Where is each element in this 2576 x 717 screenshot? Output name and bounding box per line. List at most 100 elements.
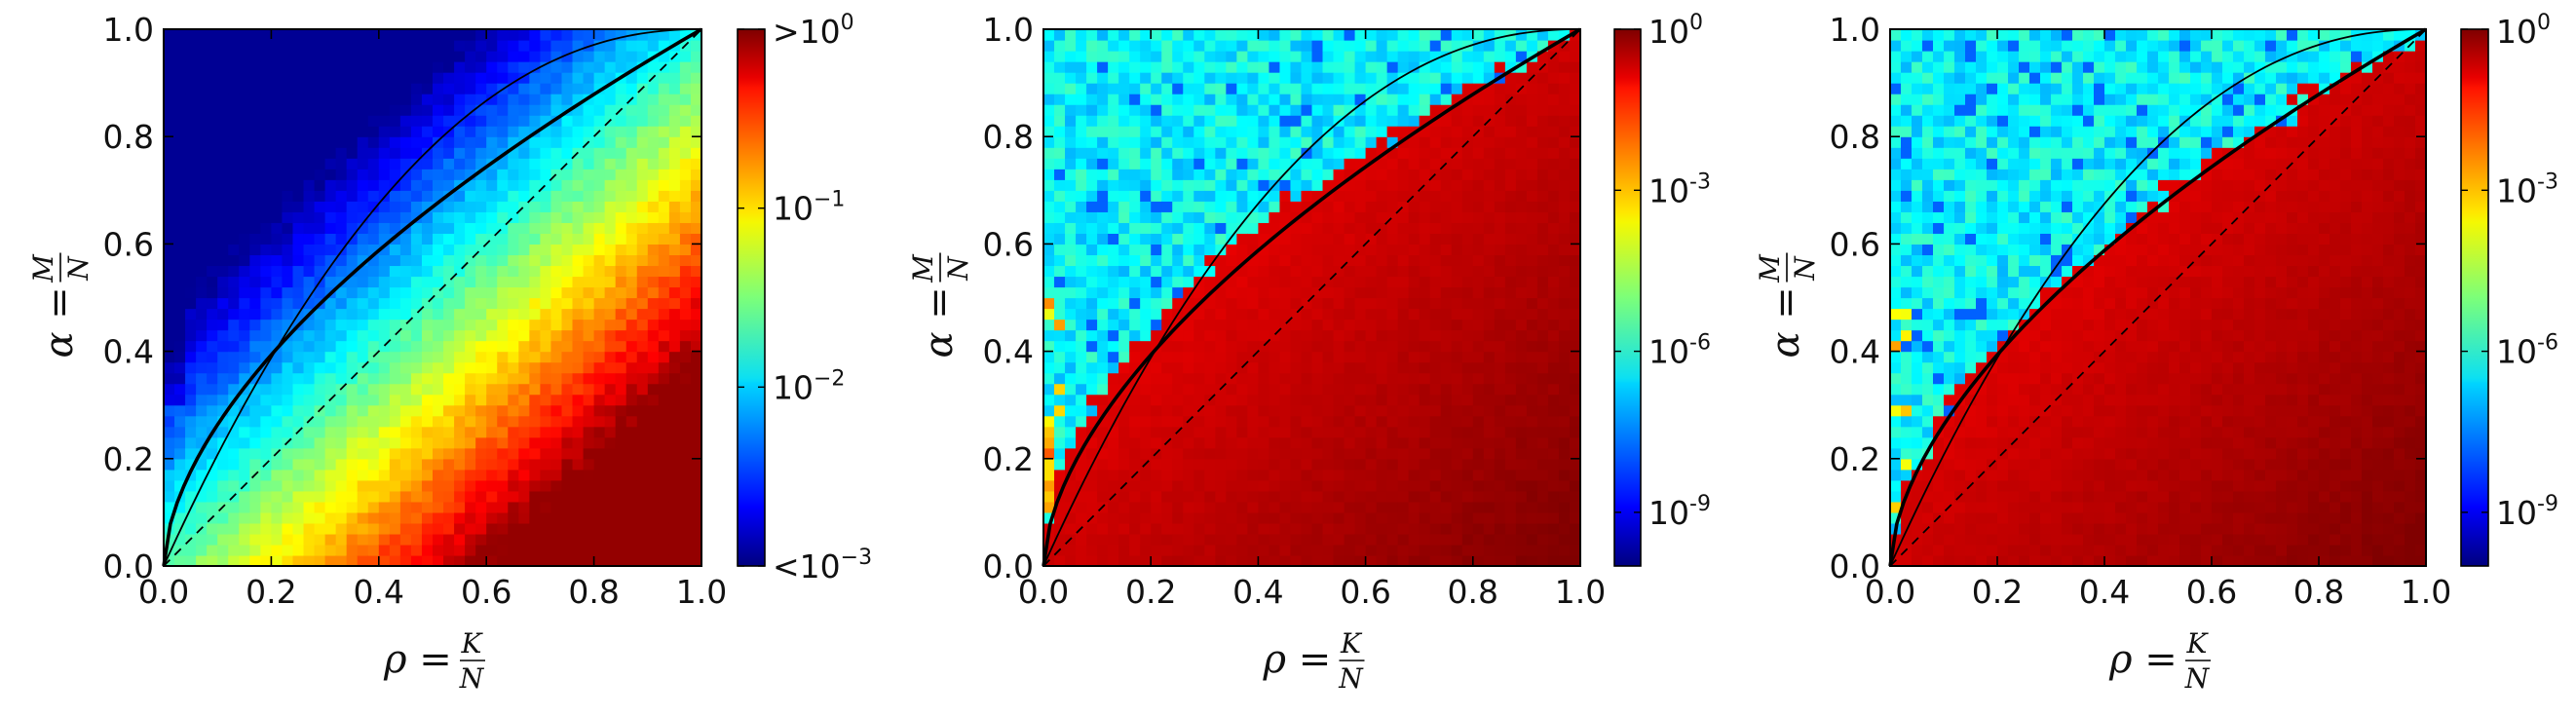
heatmap-cell [303, 394, 316, 406]
heatmap-cell [335, 447, 348, 460]
heatmap-cell [454, 340, 466, 353]
heatmap-cell [335, 126, 348, 137]
heatmap-cell [303, 297, 316, 310]
heatmap-cell [1129, 394, 1141, 406]
heatmap-cell [1440, 115, 1453, 127]
heatmap-cell [271, 104, 284, 116]
heatmap-cell [1258, 94, 1270, 105]
heatmap-cell [271, 201, 284, 212]
heatmap-cell [1397, 554, 1410, 567]
heatmap-cell [593, 533, 606, 546]
heatmap-cell [421, 522, 434, 535]
heatmap-cell [1536, 126, 1549, 137]
heatmap-cell [1494, 201, 1506, 212]
heatmap-cell [1419, 501, 1431, 513]
heatmap-cell [1461, 115, 1474, 127]
heatmap-cell [1408, 179, 1421, 191]
heatmap-cell [1043, 61, 1055, 73]
heatmap-cell [1376, 511, 1388, 524]
y-axis-label-numerator: M [27, 253, 59, 283]
heatmap-cell [1440, 233, 1453, 245]
heatmap-cell [668, 254, 681, 267]
heatmap-cell [1269, 319, 1281, 331]
heatmap-cell [593, 83, 606, 94]
heatmap-cell [604, 244, 617, 256]
heatmap-cell [1344, 265, 1356, 278]
heatmap-cell [1290, 126, 1303, 137]
heatmap-cell [399, 383, 412, 396]
heatmap-cell [604, 361, 617, 374]
heatmap-cell [217, 72, 229, 84]
heatmap-cell [508, 126, 519, 137]
heatmap-cell [1108, 544, 1119, 556]
heatmap-cell [1504, 394, 1517, 406]
heatmap-cell [465, 136, 476, 148]
heatmap-cell [1354, 286, 1367, 299]
heatmap-cell [529, 254, 541, 267]
heatmap-cell [668, 511, 681, 524]
heatmap-cell [1451, 286, 1463, 299]
heatmap-cell [465, 94, 476, 105]
heatmap-cell [443, 244, 455, 256]
heatmap-cell [604, 286, 617, 299]
x-tick-label: 0.6 [461, 573, 511, 611]
heatmap-cell [1097, 51, 1109, 62]
heatmap-cell [475, 436, 487, 449]
heatmap-cell [550, 158, 563, 170]
heatmap-cell [1504, 372, 1517, 385]
heatmap-cell [1494, 29, 1506, 41]
heatmap-cell [1344, 469, 1356, 481]
heatmap-cell [1386, 361, 1399, 374]
heatmap-cell [1376, 404, 1388, 417]
heatmap-cell [497, 147, 509, 159]
heatmap-cell [572, 254, 585, 267]
heatmap-cell [454, 361, 466, 374]
heatmap-cell [1333, 394, 1345, 406]
heatmap-cell [1397, 179, 1410, 191]
heatmap-cell [1547, 104, 1560, 116]
heatmap-cell [1440, 458, 1453, 471]
heatmap-cell [1226, 233, 1237, 245]
heatmap-cell [679, 222, 692, 234]
heatmap-cell [540, 179, 552, 191]
x-axis-label-numerator: K [461, 627, 484, 660]
heatmap-cell [399, 511, 412, 524]
heatmap-cell [1397, 115, 1410, 127]
heatmap-cell [1483, 522, 1496, 535]
heatmap-cell [1311, 179, 1324, 191]
heatmap-cell [636, 404, 649, 417]
heatmap-cell [164, 222, 175, 234]
heatmap-cell [1408, 40, 1421, 52]
heatmap-cell [465, 286, 476, 299]
heatmap-cell [625, 533, 638, 546]
heatmap-cell [572, 372, 585, 385]
heatmap-cell [1419, 533, 1431, 546]
heatmap-cell [443, 233, 455, 245]
heatmap-cell [1076, 415, 1087, 428]
heatmap-cell [443, 222, 455, 234]
heatmap-cell [1504, 415, 1517, 428]
heatmap-cell [357, 533, 369, 546]
heatmap-cell [1226, 436, 1237, 449]
heatmap-cell [1440, 201, 1453, 212]
heatmap-cell [625, 158, 638, 170]
heatmap-cell [292, 404, 305, 417]
heatmap-cell [1076, 61, 1087, 73]
heatmap-cell [679, 479, 692, 492]
heatmap-cell [454, 308, 466, 321]
heatmap-cell [185, 340, 197, 353]
heatmap-cell [1472, 511, 1485, 524]
heatmap-cell [239, 244, 250, 256]
heatmap-cell [1269, 244, 1281, 256]
heatmap-cell [1397, 201, 1410, 212]
heatmap-cell [1108, 404, 1119, 417]
heatmap-cell [1290, 501, 1303, 513]
heatmap-cell [378, 147, 391, 159]
heatmap-cell [399, 51, 412, 62]
heatmap-cell [1365, 533, 1378, 546]
heatmap-cell [1140, 51, 1152, 62]
heatmap-cell [174, 372, 186, 385]
heatmap-cell [1043, 40, 1055, 52]
heatmap-cell [1172, 372, 1184, 385]
heatmap-cell [1451, 126, 1463, 137]
